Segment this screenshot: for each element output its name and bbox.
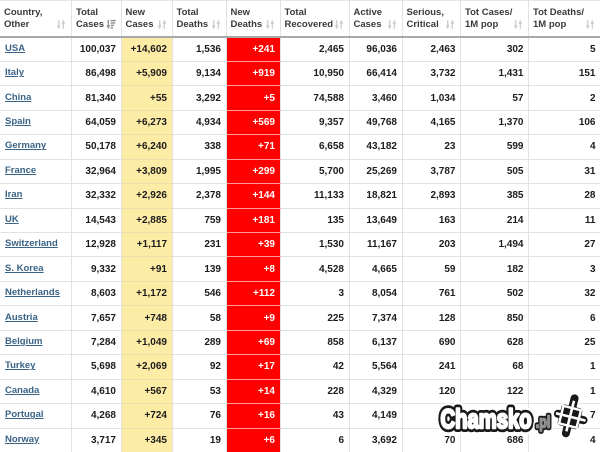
svg-text:Chamsko: Chamsko [441,404,532,435]
svg-text:.pl: .pl [536,414,550,432]
svg-text:.pl: .pl [536,414,550,432]
svg-text:Chamsko: Chamsko [441,404,532,435]
svg-text:.pl: .pl [536,414,550,432]
svg-text:Chamsko: Chamsko [441,404,532,435]
